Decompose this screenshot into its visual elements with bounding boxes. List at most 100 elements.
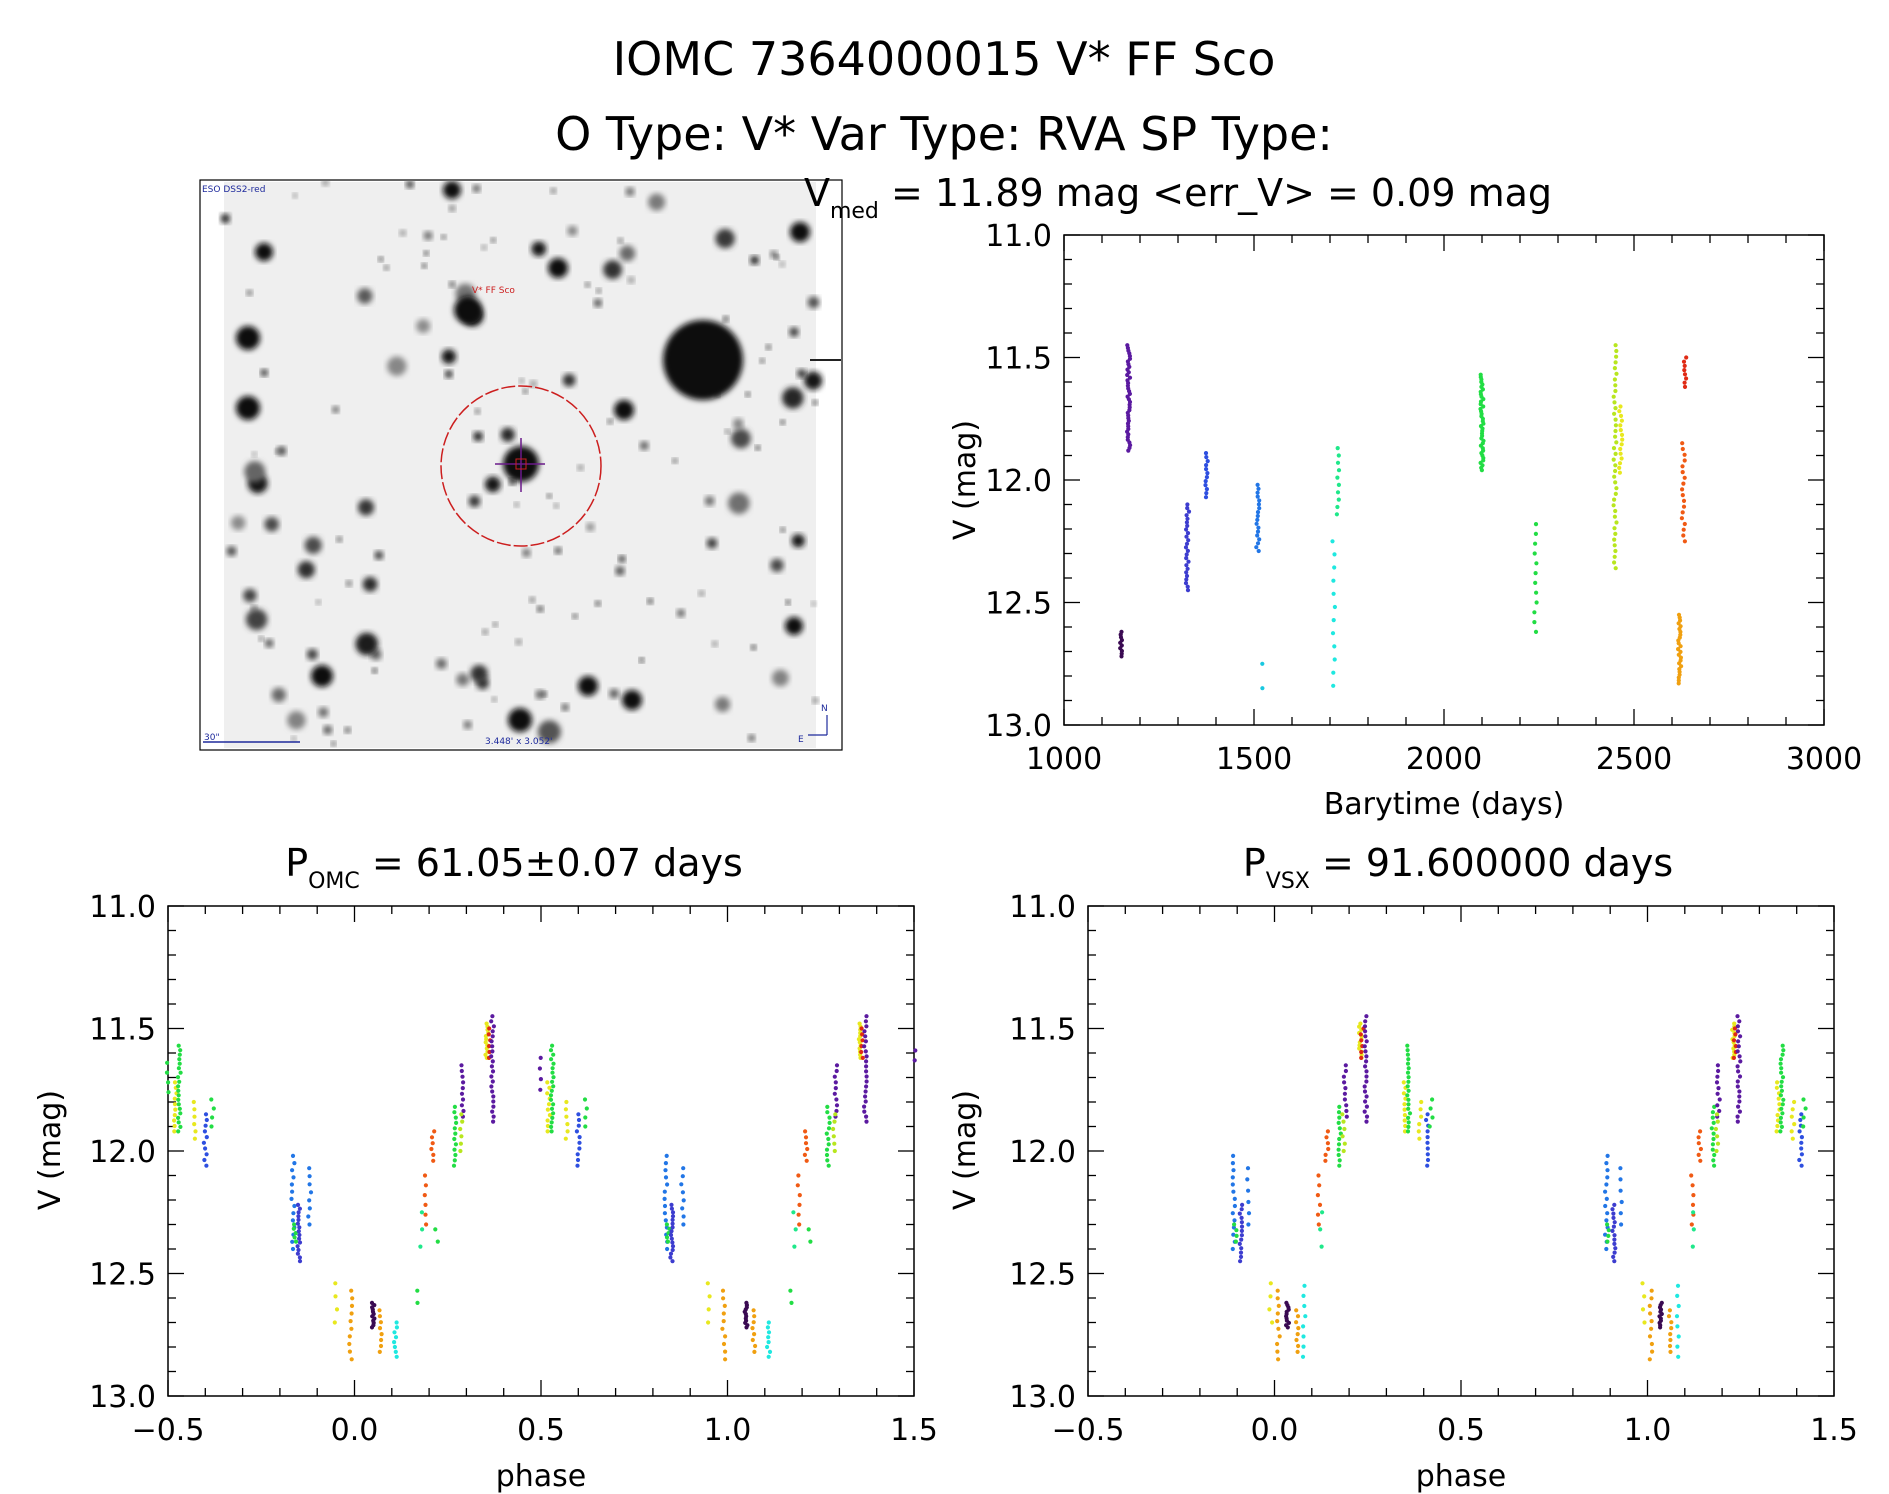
sky-star — [745, 391, 751, 397]
data-point — [1619, 1222, 1624, 1227]
sky-star — [441, 234, 447, 240]
data-point — [1789, 1114, 1794, 1119]
sky-star — [323, 725, 333, 735]
data-point — [825, 1110, 830, 1115]
sky-bright-star — [236, 326, 260, 350]
sky-star — [374, 550, 384, 560]
data-point — [551, 1075, 556, 1080]
sky-star — [704, 496, 715, 506]
data-point — [1331, 618, 1336, 623]
x-tick-label: 1.0 — [704, 1413, 752, 1448]
data-point — [670, 1225, 675, 1230]
data-point — [1612, 554, 1617, 559]
data-point — [1364, 1104, 1369, 1109]
data-point — [487, 1044, 492, 1049]
sky-star — [470, 665, 488, 683]
data-point — [1613, 491, 1618, 496]
data-point — [1735, 1024, 1740, 1029]
data-point — [487, 1026, 492, 1031]
data-point — [1649, 1326, 1654, 1331]
data-point — [834, 1063, 840, 1068]
data-point — [545, 1107, 551, 1112]
data-point — [177, 1052, 182, 1057]
data-point — [549, 1129, 554, 1134]
data-point — [432, 1129, 437, 1134]
data-point — [1406, 1057, 1411, 1062]
data-point — [1419, 1114, 1424, 1119]
data-point — [1481, 458, 1486, 463]
data-point — [1335, 460, 1341, 465]
data-point — [1604, 1246, 1609, 1252]
sky-bright-star — [443, 181, 461, 199]
sky-star — [562, 373, 576, 387]
data-point — [1797, 1157, 1802, 1163]
data-point — [1256, 486, 1261, 491]
data-point — [1342, 1097, 1347, 1102]
data-point — [664, 1222, 670, 1227]
data-point — [1698, 1158, 1703, 1163]
data-point — [537, 1066, 543, 1071]
data-point — [545, 1129, 550, 1134]
data-point — [1682, 384, 1688, 389]
data-point — [665, 1182, 670, 1187]
data-point — [1779, 1070, 1784, 1075]
sky-star — [550, 188, 557, 194]
data-point — [1232, 1222, 1237, 1227]
data-point — [792, 1244, 797, 1249]
data-point — [1125, 372, 1130, 378]
data-point — [1364, 1114, 1370, 1119]
data-point — [550, 1070, 555, 1075]
lightcurve-title-main: V — [804, 171, 830, 215]
sky-star — [770, 558, 784, 572]
data-point — [452, 1126, 457, 1131]
sky-bright-star — [578, 676, 598, 696]
data-point — [1680, 487, 1685, 492]
data-point — [1778, 1115, 1783, 1120]
data-point — [859, 1026, 864, 1031]
sky-star — [491, 696, 497, 702]
sky-star — [639, 441, 649, 451]
data-point — [575, 1157, 581, 1163]
data-point — [1611, 503, 1616, 508]
data-point — [670, 1210, 676, 1215]
data-point — [791, 1210, 796, 1215]
data-point — [333, 1281, 338, 1286]
data-point — [1614, 371, 1619, 376]
data-point — [1689, 1173, 1694, 1178]
sky-star — [731, 428, 751, 449]
data-point — [175, 1075, 181, 1080]
data-point — [461, 1080, 466, 1085]
data-point — [825, 1158, 830, 1163]
data-point — [1682, 368, 1687, 373]
data-point — [1126, 448, 1131, 453]
data-point — [663, 1218, 668, 1223]
data-point — [1781, 1048, 1786, 1053]
data-point — [1712, 1163, 1717, 1168]
data-point — [1732, 1021, 1737, 1026]
sky-star — [522, 388, 528, 394]
data-point — [551, 1061, 556, 1066]
data-point — [291, 1175, 296, 1180]
data-point — [1614, 354, 1619, 359]
data-point — [1340, 1134, 1345, 1139]
data-point — [204, 1117, 209, 1123]
sky-bright-star — [785, 617, 803, 635]
sky-star — [811, 601, 817, 607]
data-point — [377, 1308, 382, 1313]
data-point — [1612, 1202, 1617, 1207]
data-point — [1337, 1158, 1342, 1163]
data-point — [1406, 1124, 1411, 1129]
data-point — [1294, 1320, 1299, 1325]
x-tick-label: 1000 — [1026, 742, 1102, 777]
sky-star — [468, 495, 481, 508]
data-point — [1532, 610, 1537, 615]
data-point — [452, 1158, 457, 1163]
data-point — [832, 1141, 837, 1146]
data-point — [860, 1038, 865, 1043]
sky-star — [345, 580, 352, 587]
data-point — [1257, 537, 1262, 542]
data-point — [379, 1332, 384, 1337]
data-point — [1711, 1120, 1716, 1125]
data-point — [1666, 1314, 1672, 1319]
data-point — [1681, 504, 1687, 509]
